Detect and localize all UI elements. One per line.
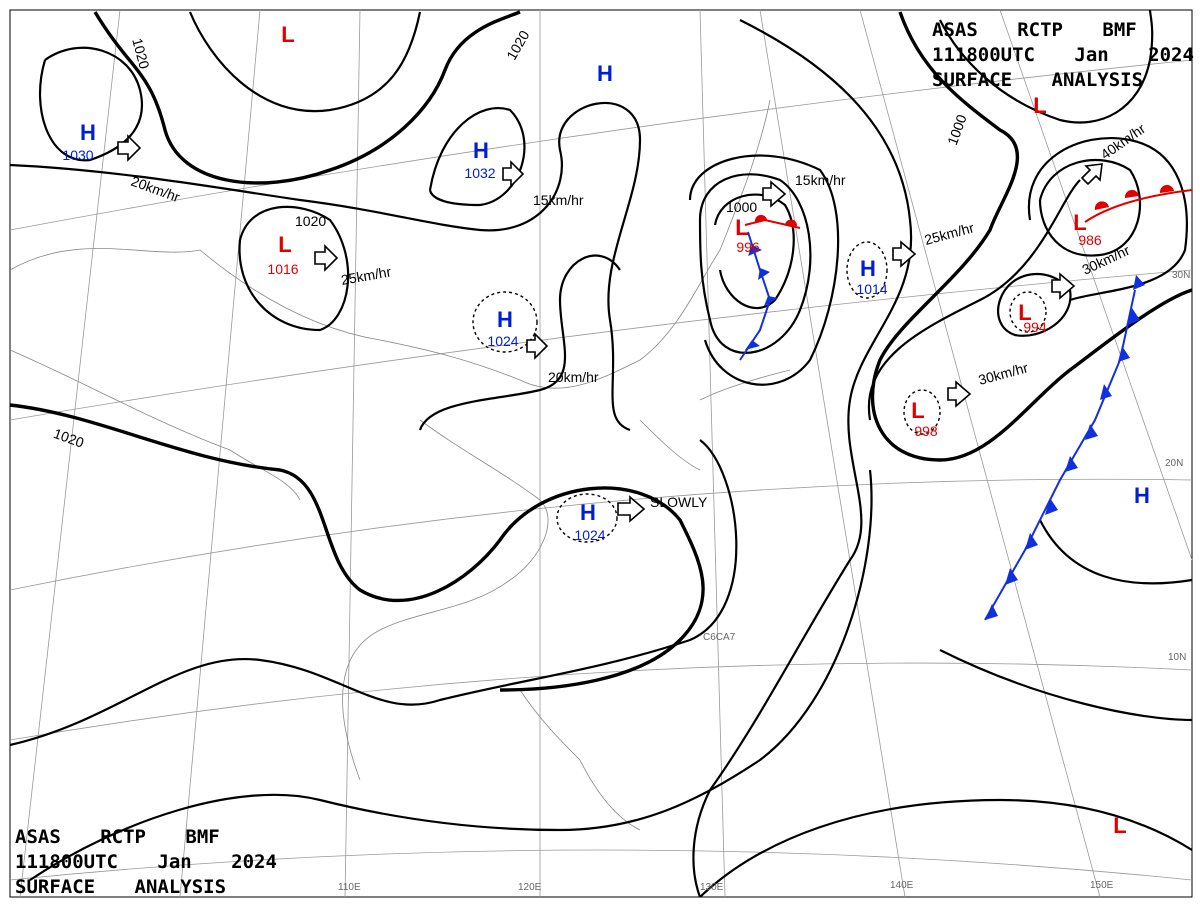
isobar-label: 1000	[726, 199, 757, 215]
center-symbol: L	[1113, 813, 1126, 838]
high-low-rings	[472, 241, 1047, 543]
motion-label: 15km/hr	[533, 192, 584, 208]
header-line: ASAS RCTP BMF	[15, 826, 220, 848]
center-value: 1016	[267, 261, 298, 277]
center-symbol: L	[278, 232, 291, 257]
motion-arrows	[117, 134, 1103, 523]
center-value: 1014	[856, 281, 887, 297]
center-value: 1032	[464, 165, 495, 181]
fronts	[739, 184, 1193, 621]
header-line: ASAS RCTP BMF	[932, 19, 1137, 41]
longitude-label: 150E	[1090, 880, 1114, 891]
center-symbol: L	[911, 398, 924, 423]
latitude-label: 10N	[1168, 652, 1186, 663]
header-line: 111800UTC Jan 2024	[15, 851, 277, 873]
motion-label: 15km/hr	[795, 172, 846, 188]
header-bottom: ASAS RCTP BMF 111800UTC Jan 2024 SURFACE…	[15, 826, 277, 898]
center-symbol: H	[80, 120, 96, 145]
motion-label: 20km/hr	[548, 369, 599, 385]
isobar-label: 1020	[295, 213, 326, 229]
center-symbol: L	[1018, 300, 1031, 325]
center-symbol: H	[1134, 483, 1150, 508]
center-symbol: L	[1033, 93, 1046, 118]
longitude-label: 110E	[338, 882, 361, 893]
center-symbol: L	[1073, 210, 1086, 235]
center-symbol: L	[735, 215, 748, 240]
longitude-label: 130E	[700, 882, 724, 893]
header-line: 111800UTC Jan 2024	[932, 44, 1194, 66]
center-value: 998	[914, 423, 938, 439]
center-symbol: H	[497, 307, 513, 332]
map-frame	[9, 9, 1193, 898]
grid-labels: 30N 20N 10N 110E 120E 130E 140E 150E C6C…	[338, 270, 1190, 893]
center-value: 1024	[574, 527, 605, 543]
motion-label: SLOWLY	[650, 494, 708, 510]
center-value: 994	[1023, 319, 1047, 335]
center-symbol: H	[580, 500, 596, 525]
center-value: 1030	[62, 147, 93, 163]
header-line: SURFACE ANALYSIS	[932, 69, 1143, 91]
header-top: ASAS RCTP BMF 111800UTC Jan 2024 SURFACE…	[932, 19, 1194, 91]
longitude-label: 140E	[890, 880, 914, 891]
center-value: 996	[736, 239, 760, 255]
header-line: SURFACE ANALYSIS	[15, 876, 226, 898]
center-symbol: H	[473, 138, 489, 163]
longitude-label: 120E	[518, 882, 542, 893]
ship-label: C6CA7	[703, 632, 736, 643]
center-symbol: H	[597, 61, 613, 86]
isobar-label: 1020	[129, 36, 153, 70]
coastlines	[9, 99, 791, 831]
latitude-label: 20N	[1165, 458, 1183, 469]
center-value: 1024	[487, 333, 518, 349]
center-symbol: L	[281, 22, 294, 47]
center-value: 986	[1078, 232, 1102, 248]
pressure-centers: H 1030 L 1016 H 1032 H 1024 H 1024 L 996…	[62, 22, 1150, 838]
isobars	[9, 9, 1193, 898]
center-symbol: H	[860, 256, 876, 281]
latitude-label: 30N	[1172, 270, 1190, 281]
